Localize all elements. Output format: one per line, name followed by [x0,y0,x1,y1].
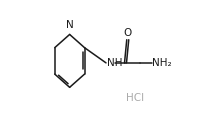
Text: N: N [66,21,74,31]
Text: NH₂: NH₂ [152,58,171,68]
Text: NH: NH [107,58,122,68]
Text: O: O [124,28,132,38]
Text: HCl: HCl [126,93,144,103]
